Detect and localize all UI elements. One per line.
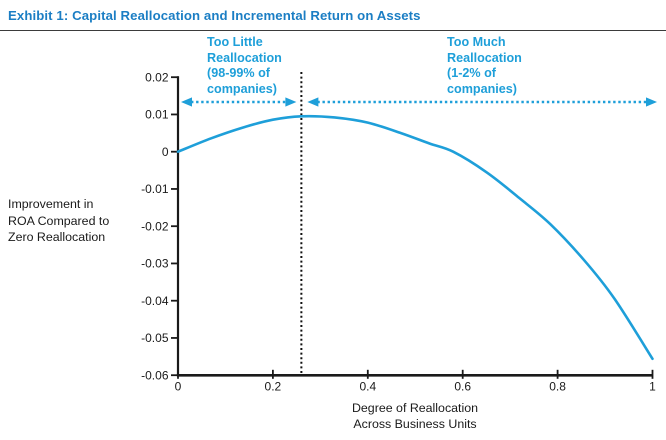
y-axis-title: Improvement in ROA Compared to Zero Real… (8, 197, 110, 244)
annotation-too-little-reallocation: Too Little Reallocation (98-99% of compa… (207, 35, 282, 97)
exhibit-title: Exhibit 1: Capital Reallocation and Incr… (8, 8, 421, 23)
y-tick-label: 0.02 (145, 70, 169, 84)
y-tick-label: -0.06 (141, 368, 169, 382)
x-tick-label: 0.8 (549, 380, 566, 394)
title-divider-line (0, 29, 666, 32)
y-tick-label: -0.01 (141, 182, 169, 196)
annotation-too-much-reallocation: Too Much Reallocation (1-2% of companies… (447, 35, 522, 97)
too-much-range-arrow-right-arrowhead-icon (646, 97, 657, 107)
y-tick-label: -0.03 (141, 257, 169, 271)
x-tick-label: 1 (649, 380, 656, 394)
y-tick-label: -0.05 (141, 331, 169, 345)
x-tick-label: 0.2 (265, 380, 282, 394)
x-axis-title: Degree of Reallocation Across Business U… (351, 401, 479, 432)
y-tick-label: -0.04 (141, 294, 169, 308)
roa-improvement-curve (176, 114, 654, 361)
x-tick-label: 0 (175, 380, 182, 394)
x-tick-label: 0.6 (454, 380, 471, 394)
too-little-range-arrow-left-arrowhead-icon (181, 97, 192, 107)
too-much-range-arrow-left-arrowhead-icon (307, 97, 319, 107)
y-tick-label: 0 (162, 145, 169, 159)
y-tick-label: 0.01 (145, 108, 169, 122)
y-tick-label: -0.02 (141, 219, 169, 233)
x-tick-label: 0.4 (359, 380, 376, 394)
too-little-range-arrow-right-arrowhead-icon (285, 97, 297, 107)
